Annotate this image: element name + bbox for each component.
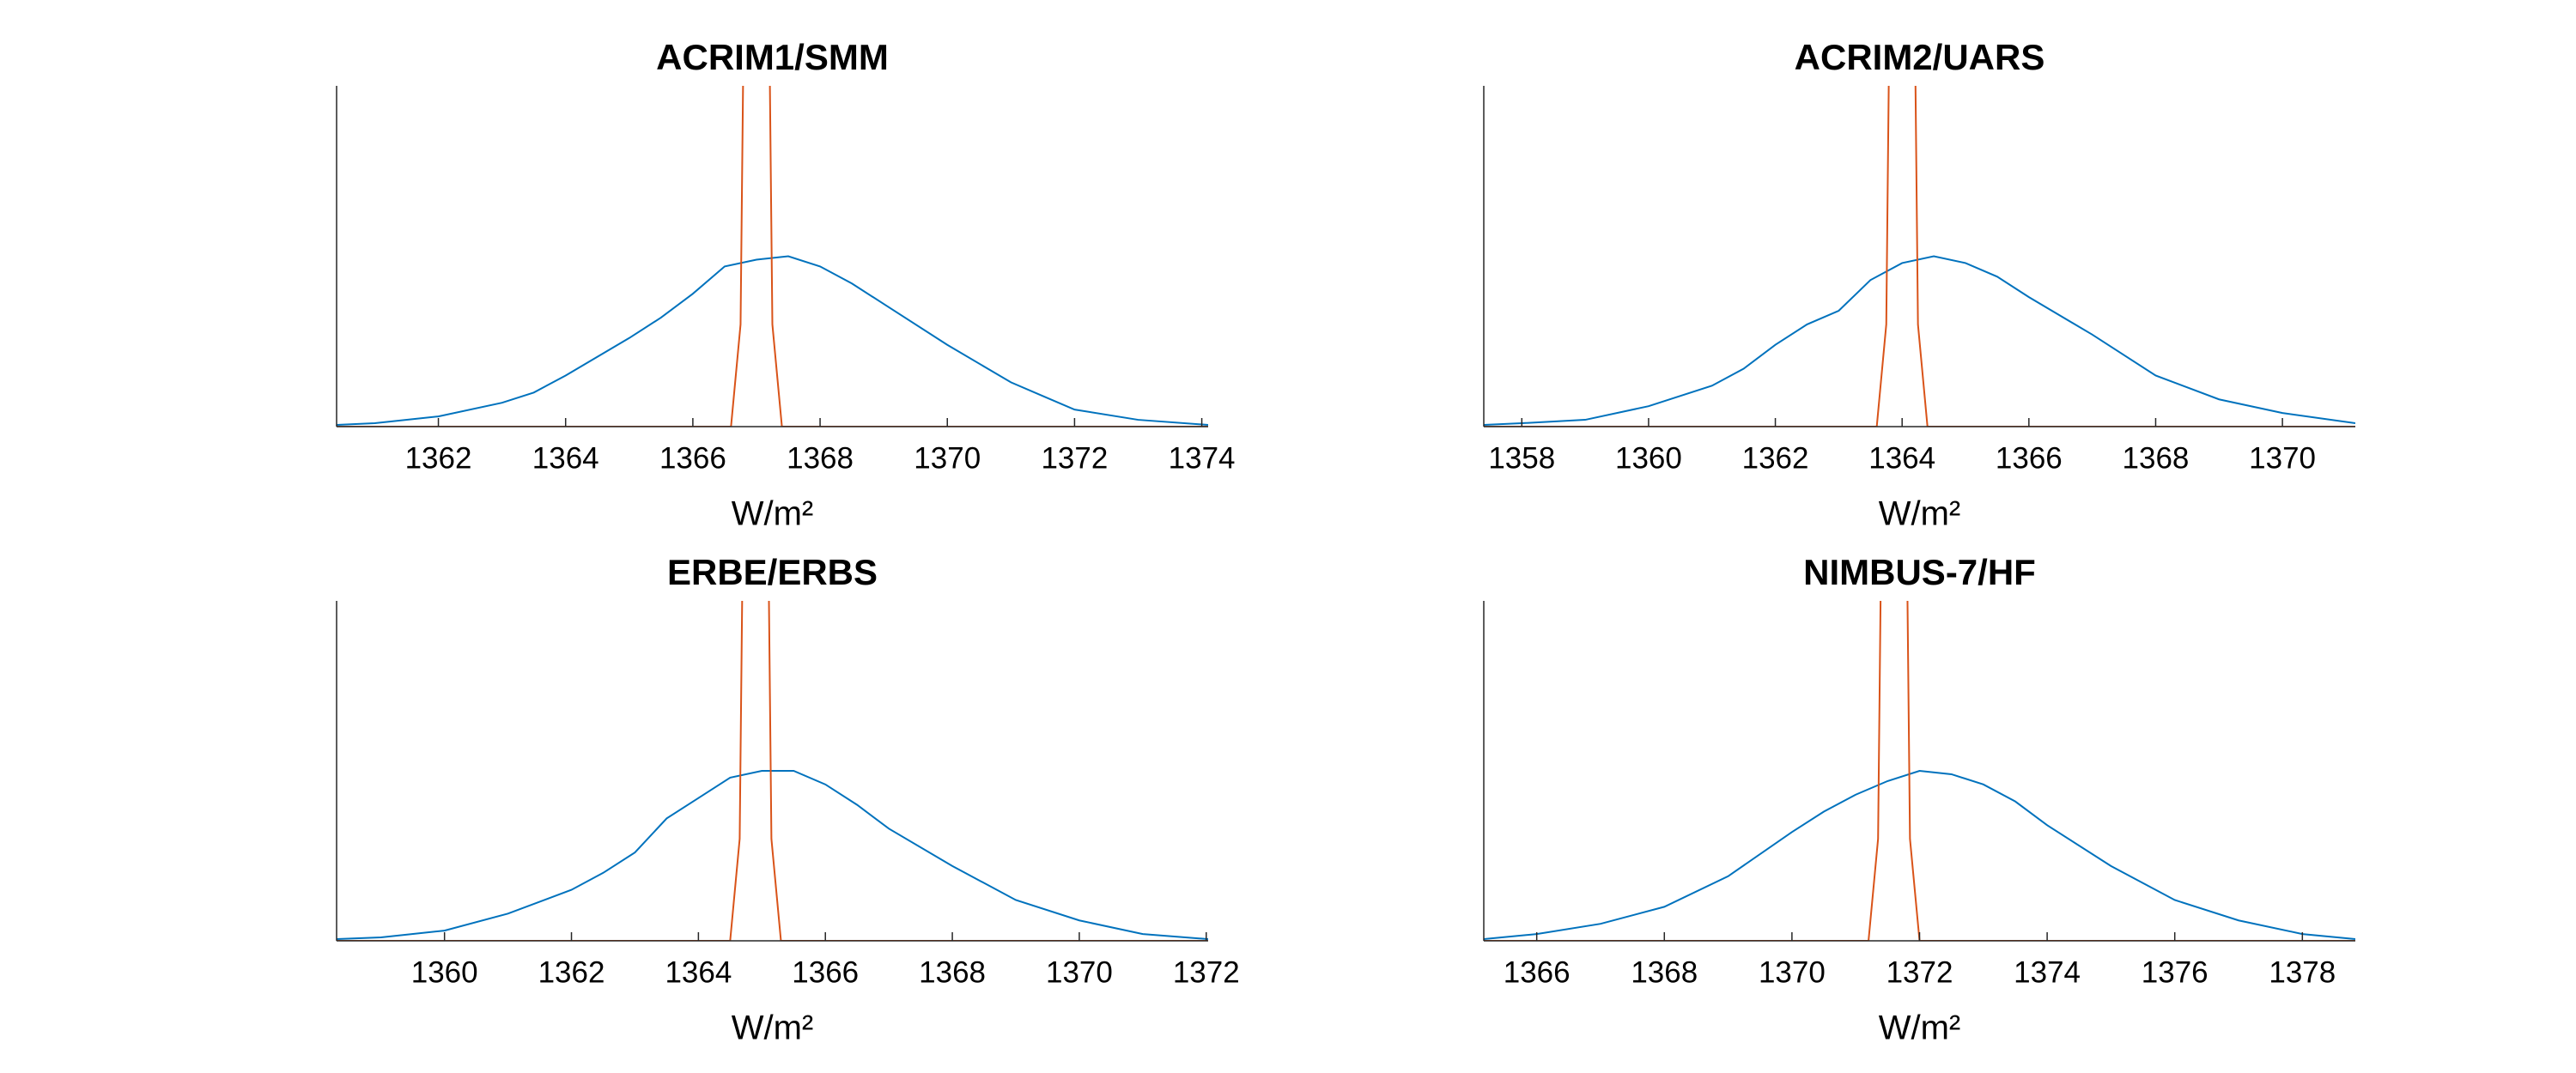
x-tick-label: 1372 bbox=[1886, 955, 1953, 989]
x-axis-label: W/m² bbox=[732, 495, 814, 533]
x-axis-label: W/m² bbox=[732, 1009, 814, 1047]
x-tick-label: 1370 bbox=[1759, 955, 1826, 989]
x-tick-label: 1364 bbox=[1868, 441, 1935, 475]
subplot: NIMBUS-7/HF 1366 1368 1370 1372 1374 1376 1378 W… bbox=[1483, 552, 2355, 1047]
x-tick-label: 1368 bbox=[787, 441, 854, 475]
x-axis-label: W/m² bbox=[1879, 1009, 1961, 1047]
x-tick-label: 1378 bbox=[2269, 955, 2336, 989]
x-tick-label: 1360 bbox=[411, 955, 478, 989]
x-tick-label: 1374 bbox=[2014, 955, 2081, 989]
chart-title: ERBE/ERBS bbox=[667, 552, 878, 592]
x-tick-label: 1370 bbox=[914, 441, 981, 475]
x-tick-label: 1362 bbox=[405, 441, 472, 475]
x-tick-label: 1366 bbox=[792, 955, 859, 989]
density-line bbox=[1484, 769, 2355, 941]
x-tick-label: 1362 bbox=[538, 955, 605, 989]
x-tick-label: 1362 bbox=[1742, 441, 1809, 475]
plot-area bbox=[1484, 601, 2355, 941]
x-tick-label: 1366 bbox=[1996, 441, 2063, 475]
x-tick-label: 1376 bbox=[2142, 955, 2208, 989]
subplot: ACRIM1/SMM 1362 1364 1366 1368 1370 1372 1374 W/… bbox=[336, 37, 1236, 533]
x-tick-label: 1364 bbox=[532, 441, 599, 475]
x-axis-label: W/m² bbox=[1879, 495, 1961, 533]
x-tick-label: 1368 bbox=[919, 955, 986, 989]
subplot: ERBE/ERBS 1360 1362 1364 1366 1368 1370 1372 W/m… bbox=[336, 552, 1240, 1047]
x-tick-label: 1368 bbox=[1631, 955, 1698, 989]
x-tick-label: 1370 bbox=[2249, 441, 2316, 475]
plot-area bbox=[1484, 86, 2355, 427]
chart-title: ACRIM1/SMM bbox=[656, 37, 889, 77]
plot-area bbox=[337, 601, 1208, 941]
density-line bbox=[337, 601, 1208, 941]
density-line bbox=[337, 86, 1208, 427]
density-line bbox=[337, 770, 1208, 941]
x-tick-label: 1366 bbox=[659, 441, 726, 475]
density-line bbox=[1484, 601, 2355, 941]
plot-area bbox=[337, 86, 1208, 427]
x-tick-label: 1358 bbox=[1488, 441, 1555, 475]
x-tick-label: 1368 bbox=[2123, 441, 2190, 475]
x-tick-label: 1372 bbox=[1041, 441, 1108, 475]
x-tick-label: 1366 bbox=[1504, 955, 1571, 989]
x-tick-label: 1364 bbox=[665, 955, 732, 989]
chart-title: NIMBUS-7/HF bbox=[1803, 552, 2036, 592]
x-tick-label: 1374 bbox=[1169, 441, 1236, 475]
density-line bbox=[1484, 86, 2355, 427]
density-line bbox=[337, 255, 1208, 427]
x-tick-label: 1360 bbox=[1615, 441, 1682, 475]
subplot: ACRIM2/UARS 1358 1360 1362 1364 1366 1368 1370 W… bbox=[1483, 37, 2355, 533]
x-tick-label: 1372 bbox=[1173, 955, 1240, 989]
chart-title: ACRIM2/UARS bbox=[1795, 37, 2045, 77]
x-tick-label: 1370 bbox=[1046, 955, 1113, 989]
